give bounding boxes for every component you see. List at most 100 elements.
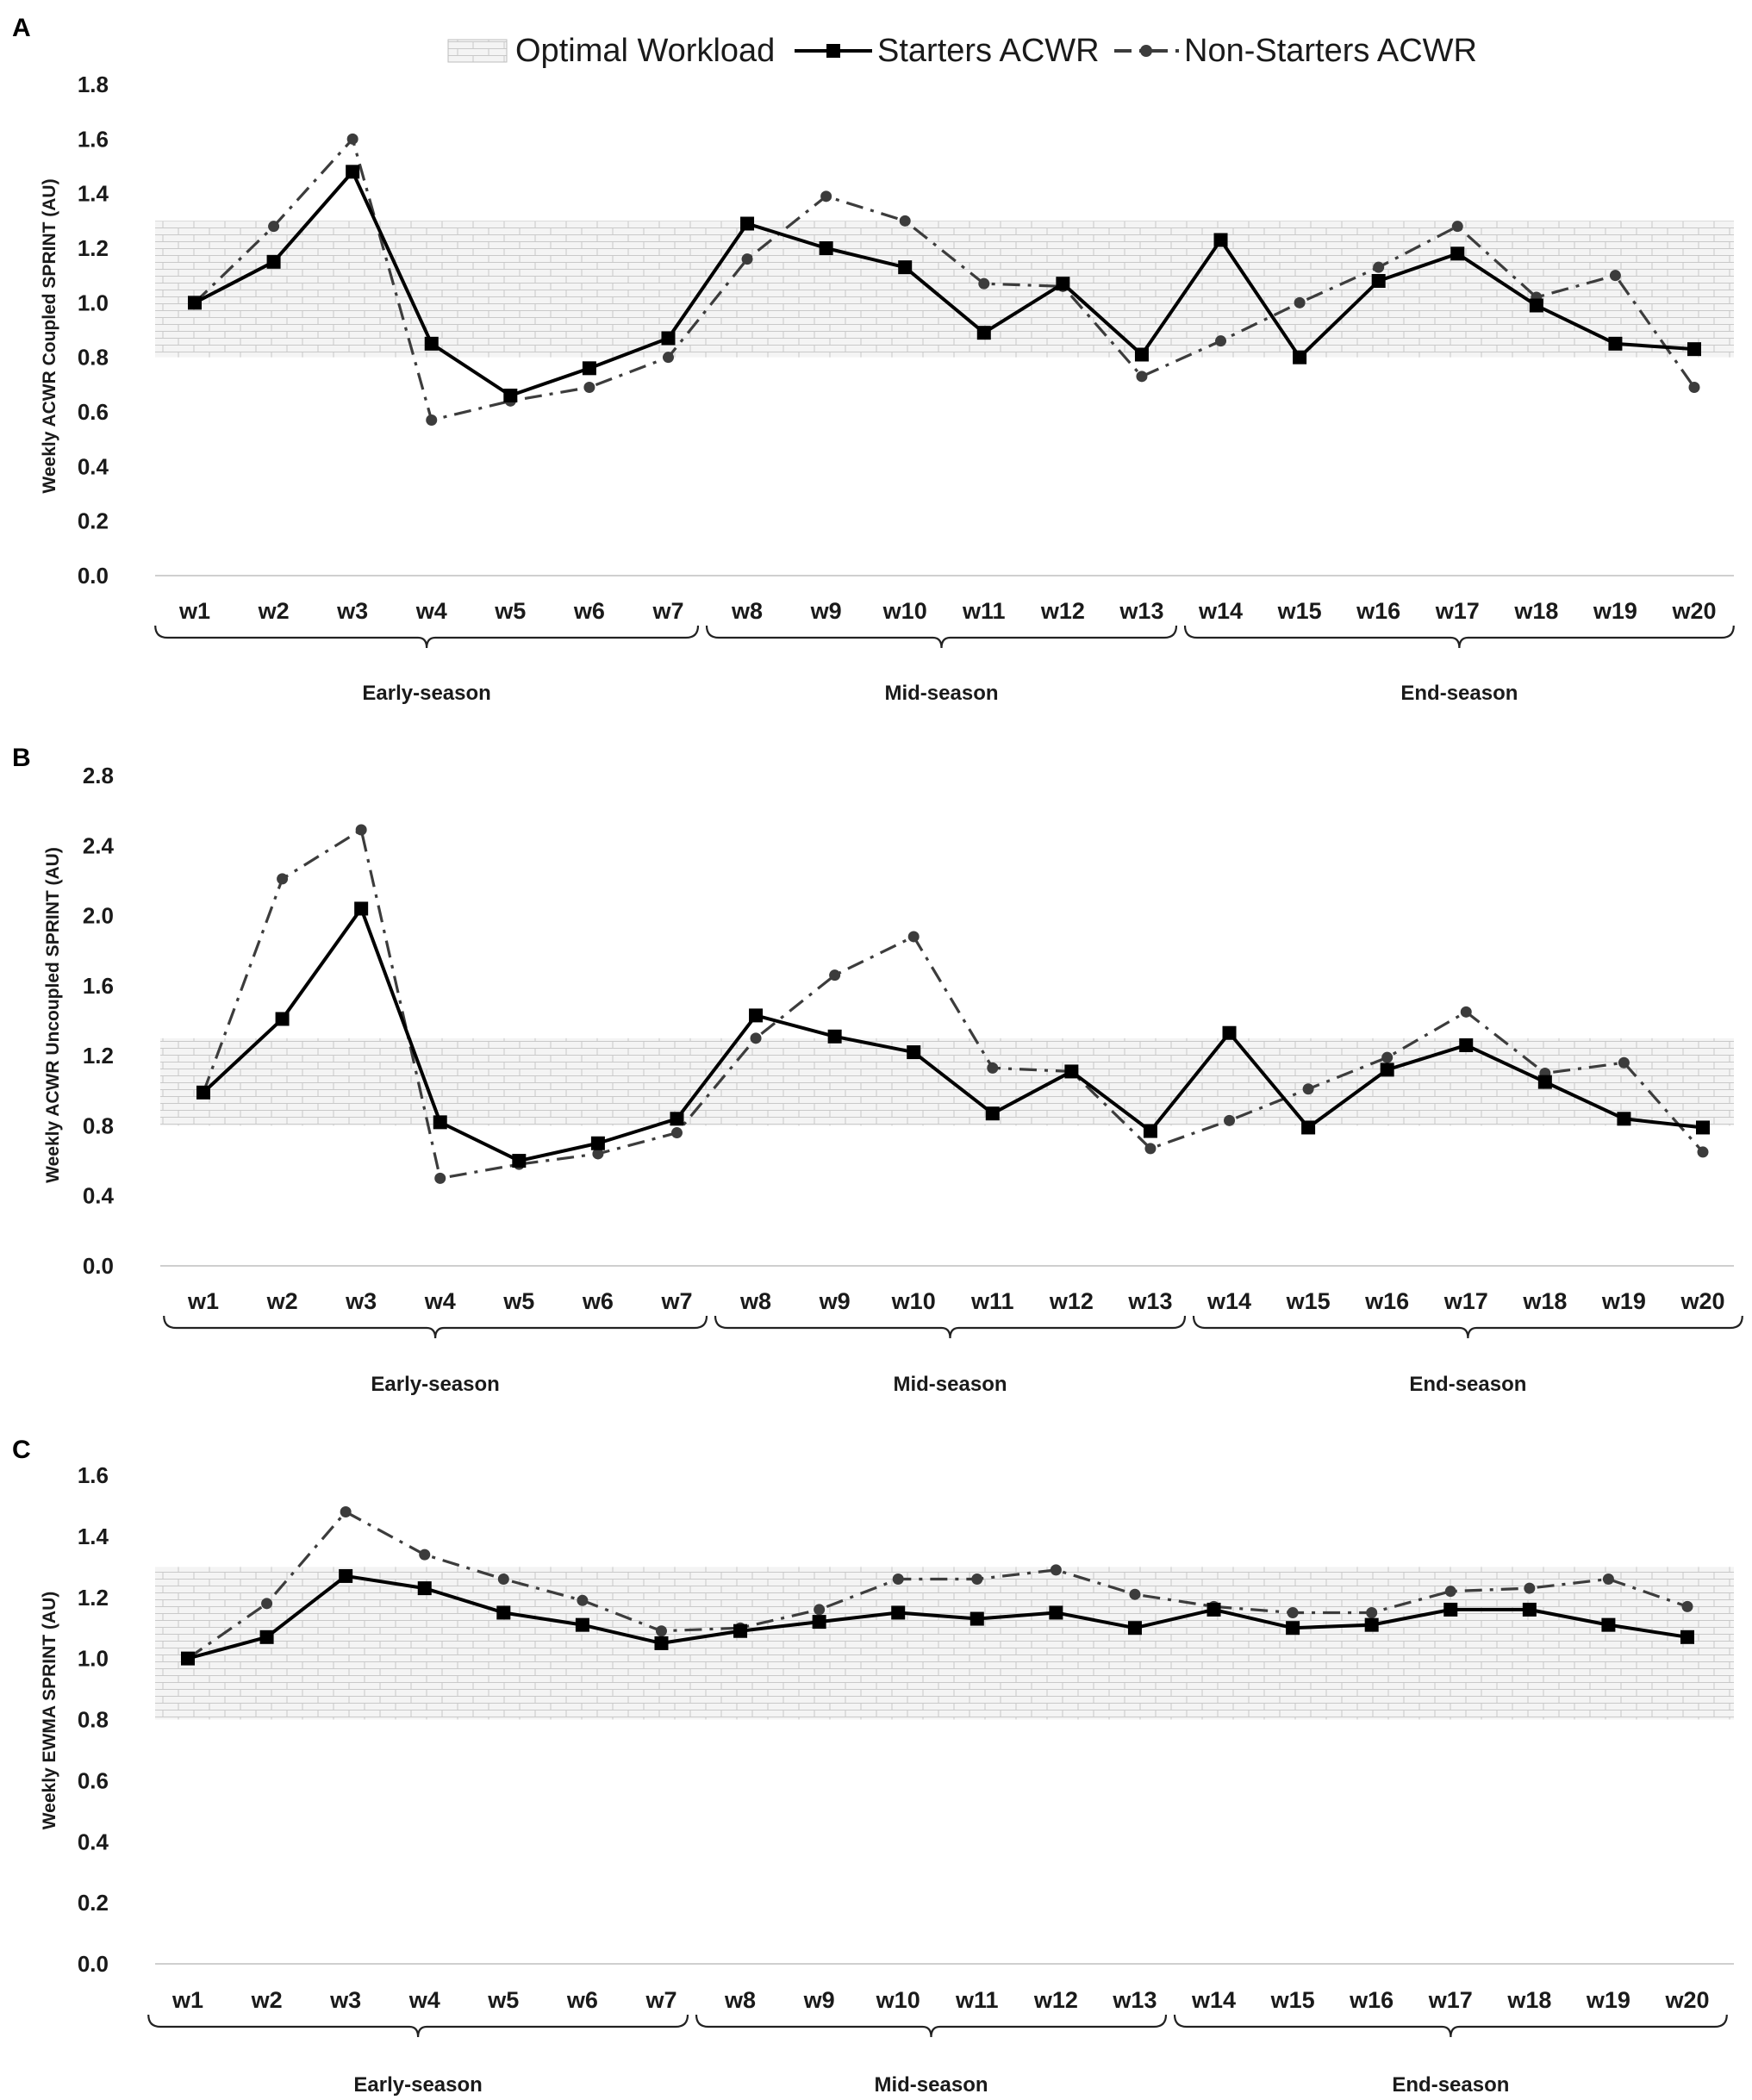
starters-point bbox=[1687, 342, 1701, 357]
y-tick-label: 0.4 bbox=[83, 1183, 115, 1209]
starters-point bbox=[1213, 233, 1228, 247]
nonstarters-point bbox=[261, 1598, 273, 1610]
starters-point bbox=[812, 1615, 826, 1630]
series-line-nonstarters bbox=[193, 136, 1696, 422]
x-tick-label: w10 bbox=[882, 598, 927, 624]
x-tick-label: w5 bbox=[502, 1288, 534, 1314]
x-tick-label: w2 bbox=[251, 1987, 283, 2013]
starters-point bbox=[970, 1611, 984, 1626]
nonstarters-point bbox=[497, 1573, 509, 1585]
starters-point bbox=[1371, 274, 1386, 288]
starters-point bbox=[891, 1605, 906, 1620]
nonstarters-point bbox=[978, 277, 990, 290]
starters-point bbox=[354, 901, 369, 916]
phase-brace bbox=[1183, 625, 1735, 649]
starters-point bbox=[582, 361, 596, 376]
x-tick-label: w3 bbox=[336, 598, 368, 624]
y-tick-label: 0.0 bbox=[78, 563, 109, 589]
y-tick-label: 0.4 bbox=[78, 1829, 109, 1854]
phase-label: Early-season bbox=[371, 1373, 499, 1396]
starters-point bbox=[670, 1112, 684, 1126]
x-tick-label: w2 bbox=[266, 1288, 298, 1314]
y-tick-label: 1.6 bbox=[83, 973, 114, 999]
nonstarters-point bbox=[277, 873, 289, 885]
starters-point bbox=[740, 216, 755, 231]
starters-point bbox=[819, 241, 833, 255]
optimal-workload-band-b bbox=[160, 1038, 1734, 1126]
starters-point bbox=[1286, 1621, 1300, 1636]
x-tick-label: w14 bbox=[1206, 1288, 1251, 1314]
nonstarters-point bbox=[892, 1573, 904, 1585]
starters-point bbox=[259, 1630, 274, 1644]
x-tick-label: w18 bbox=[1513, 598, 1558, 624]
x-tick-label: w1 bbox=[171, 1987, 203, 2013]
phase-label: Mid-season bbox=[884, 682, 998, 705]
starters-point bbox=[503, 389, 518, 402]
starters-point bbox=[985, 1106, 1000, 1121]
y-tick-label: 1.4 bbox=[78, 1524, 109, 1549]
x-tick-label: w2 bbox=[258, 598, 290, 624]
x-tick-label: w4 bbox=[424, 1288, 456, 1314]
nonstarters-point bbox=[987, 1062, 999, 1074]
x-tick-label: w12 bbox=[1049, 1288, 1094, 1314]
nonstarters-point bbox=[899, 215, 911, 227]
y-tick-label: 0.0 bbox=[78, 1951, 109, 1977]
x-tick-label: w9 bbox=[810, 598, 842, 624]
x-tick-label: w5 bbox=[487, 1987, 519, 2013]
nonstarters-point bbox=[1609, 270, 1621, 282]
starters-point bbox=[1617, 1112, 1631, 1126]
starters-point bbox=[976, 326, 991, 340]
nonstarters-point bbox=[1460, 1006, 1472, 1018]
nonstarters-point bbox=[1302, 1083, 1314, 1095]
nonstarters-point bbox=[1129, 1588, 1141, 1600]
x-tick-label: w14 bbox=[1191, 1987, 1236, 2013]
phase-brace bbox=[1173, 2014, 1728, 2038]
x-tick-label: w7 bbox=[660, 1288, 692, 1314]
y-tick-label: 1.8 bbox=[78, 72, 109, 97]
x-tick-label: w9 bbox=[803, 1987, 835, 2013]
y-tick-label: 0.0 bbox=[83, 1253, 114, 1279]
nonstarters-point bbox=[583, 382, 595, 393]
nonstarters-point bbox=[1688, 382, 1700, 393]
nonstarters-point bbox=[1215, 335, 1227, 347]
x-tick-label: w16 bbox=[1349, 1987, 1393, 2013]
starters-point bbox=[898, 260, 913, 275]
panel-label-b: B bbox=[12, 744, 31, 772]
y-tick-label: 0.4 bbox=[78, 453, 109, 479]
nonstarters-point bbox=[1144, 1143, 1157, 1155]
x-tick-label: w11 bbox=[970, 1288, 1014, 1314]
chart-panel-a: A Weekly ACWR Coupled SPRINT (AU) 0.0 0.2… bbox=[12, 14, 1735, 705]
x-tick-label: w11 bbox=[955, 1987, 999, 2013]
phase-label: End-season bbox=[1400, 682, 1518, 705]
x-tick-label: w8 bbox=[731, 598, 763, 624]
y-axis-label-a: Weekly ACWR Coupled SPRINT (AU) bbox=[40, 178, 59, 493]
starters-point bbox=[827, 1029, 842, 1044]
starters-point bbox=[1608, 336, 1623, 351]
x-tick-label: w12 bbox=[1033, 1987, 1078, 2013]
x-tick-label: w6 bbox=[566, 1987, 598, 2013]
nonstarters-point bbox=[1136, 371, 1148, 383]
starters-point bbox=[275, 1012, 290, 1026]
x-tick-label: w20 bbox=[1664, 1987, 1709, 2013]
starters-point bbox=[181, 1651, 195, 1666]
x-tick-label: w19 bbox=[1601, 1288, 1646, 1314]
nonstarters-point bbox=[750, 1032, 762, 1044]
y-tick-label: 2.4 bbox=[83, 832, 115, 858]
y-tick-label: 0.8 bbox=[78, 1707, 109, 1733]
starters-point bbox=[1049, 1605, 1063, 1620]
y-tick-label: 0.6 bbox=[78, 1767, 109, 1793]
nonstarters-point bbox=[971, 1573, 983, 1585]
starters-point bbox=[188, 296, 202, 310]
x-tick-label: w15 bbox=[1270, 1987, 1315, 2013]
legend-optimal-swatch bbox=[447, 39, 508, 63]
phase-label: Mid-season bbox=[893, 1373, 1007, 1396]
phase-brace bbox=[163, 1315, 708, 1339]
y-tick-label: 1.0 bbox=[78, 290, 109, 315]
optimal-workload-band-c bbox=[155, 1567, 1734, 1720]
x-tick-label: w9 bbox=[819, 1288, 851, 1314]
starters-point bbox=[907, 1045, 921, 1060]
series-line-nonstarters bbox=[202, 827, 1705, 1181]
starters-point bbox=[1459, 1038, 1474, 1052]
nonstarters-point bbox=[907, 931, 920, 943]
